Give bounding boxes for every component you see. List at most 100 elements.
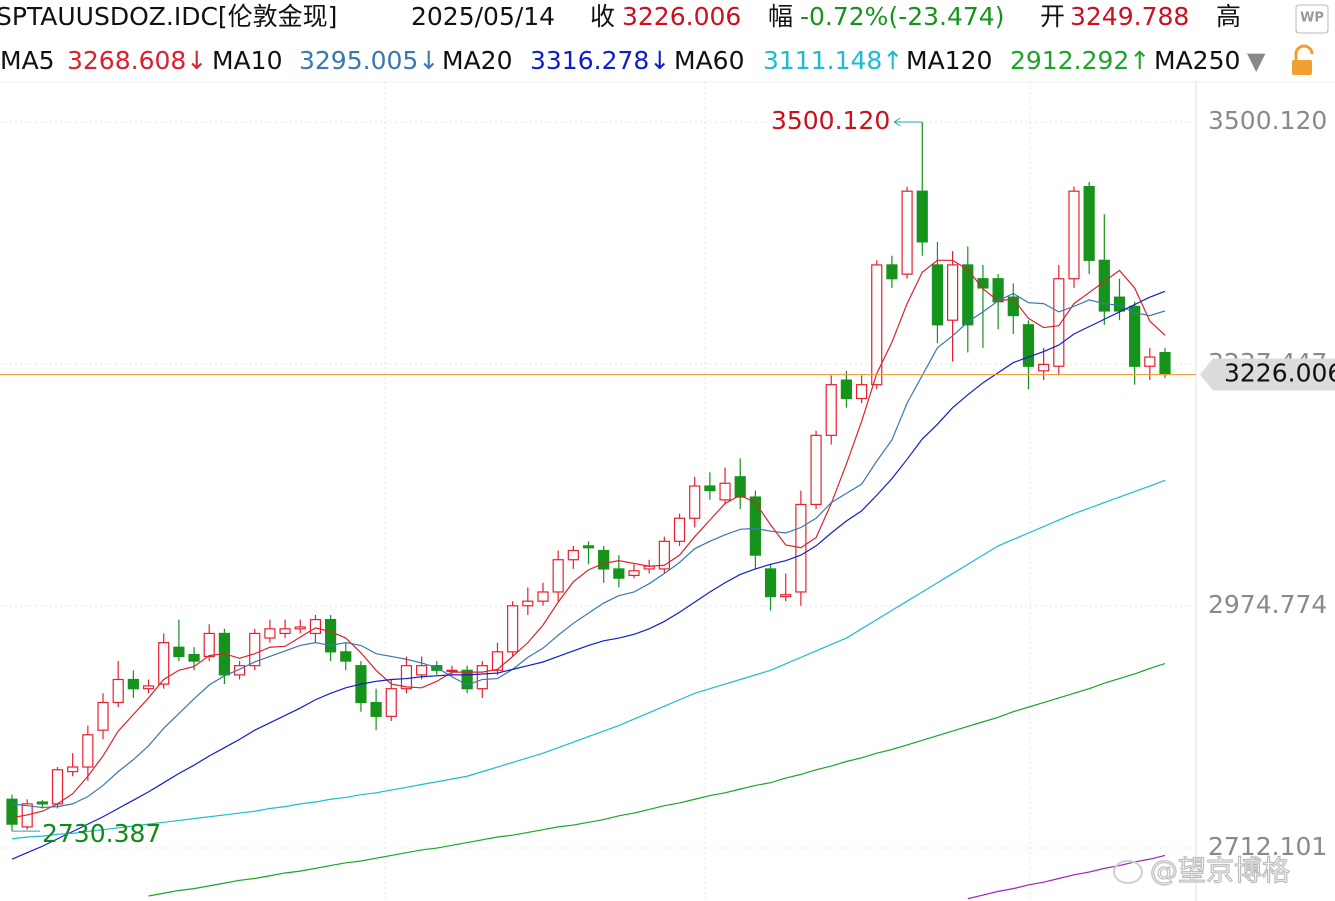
candle-body	[233, 665, 246, 676]
legend-value: 2912.292↑	[1010, 46, 1150, 75]
candle-body	[82, 734, 94, 768]
candle-body	[1113, 296, 1126, 312]
candle-body	[855, 384, 868, 400]
candle-body	[992, 278, 1004, 303]
legend-value: 3316.278↓	[530, 46, 670, 75]
watermark-group: @望京博格	[1113, 853, 1291, 888]
candle-body	[704, 485, 716, 492]
candle-body	[598, 549, 610, 570]
header-text: 2025/05/14	[411, 2, 555, 31]
candle-body	[385, 688, 397, 717]
header-text: -0.72%(-23.474)	[800, 2, 1004, 31]
candle-body	[173, 646, 185, 658]
candle-body	[461, 669, 473, 690]
candle-body	[1038, 363, 1050, 372]
candle-body	[628, 570, 640, 576]
candle-body	[324, 619, 337, 653]
candle-body	[491, 651, 504, 671]
candle-body	[97, 701, 109, 731]
candle-body	[249, 632, 261, 667]
candle-body	[947, 264, 959, 321]
candle-body	[36, 801, 48, 805]
candle-body	[1159, 352, 1171, 376]
header-text: 3226.006	[622, 2, 741, 31]
header-text: 收	[590, 2, 615, 31]
wp-icon: WP	[1295, 4, 1329, 34]
legend-value: 3268.608↓	[67, 46, 207, 75]
candle-body	[340, 651, 352, 662]
candle-body	[582, 545, 595, 549]
y-tick-label: 2974.774	[1208, 590, 1327, 619]
svg-text:WP: WP	[1300, 11, 1324, 26]
candle-body	[51, 769, 64, 805]
candle-body	[309, 619, 322, 635]
legend-name: MA20	[442, 46, 512, 75]
legend-name: MA120	[906, 46, 992, 75]
candle-body	[749, 496, 761, 556]
candle-body	[522, 600, 534, 607]
candle-body	[1068, 190, 1080, 280]
candle-body	[689, 485, 701, 519]
candle-body	[886, 264, 898, 280]
candle-body	[1007, 296, 1019, 317]
candle-body	[764, 568, 777, 598]
candle-body	[673, 517, 686, 542]
more-arrow: ▼	[1247, 47, 1266, 75]
price-box	[1200, 358, 1335, 391]
ma-line	[967, 854, 1166, 900]
header-text: 幅	[768, 2, 793, 31]
ma-line	[11, 292, 1166, 809]
header-text: 开	[1040, 2, 1065, 31]
candle-body	[416, 665, 428, 676]
candle-body	[552, 559, 564, 593]
y-tick-label: 2712.101	[1208, 832, 1327, 861]
y-tick-label: 3500.120	[1208, 106, 1327, 135]
max-label: 3500.120	[771, 106, 890, 135]
candle-body	[871, 264, 883, 386]
header: SPTAUUSDOZ.IDC[伦敦金现] 2025/05/14 收 3226.006 幅…	[0, 2, 1241, 75]
legend-name: MA10	[212, 46, 282, 75]
candle-body	[825, 384, 837, 436]
candle-body	[931, 264, 944, 326]
header-text: 3249.788	[1070, 2, 1189, 31]
candle-body	[294, 626, 306, 630]
candle-body	[1083, 186, 1095, 261]
candle-body	[507, 605, 519, 653]
header-text: SPTAUUSDOZ.IDC[伦敦金现]	[0, 2, 337, 31]
legend-value: 3111.148↑	[763, 46, 903, 75]
candle-body	[203, 632, 215, 658]
max-pointer	[893, 117, 923, 127]
ma-line	[11, 479, 1166, 840]
candle-body	[279, 628, 291, 635]
candle-body	[962, 264, 974, 326]
legend-name: MA5	[0, 46, 55, 75]
price-label: 3226.006	[1224, 359, 1335, 388]
lock-icon	[1292, 44, 1314, 75]
candle-body	[158, 642, 170, 685]
candle-body	[400, 665, 413, 690]
candle-body	[1053, 278, 1065, 367]
ma-line	[148, 662, 1166, 897]
min-label: 2730.387	[42, 819, 161, 848]
plot-area	[6, 122, 1171, 900]
candle-body	[188, 654, 200, 662]
candle-body	[901, 190, 913, 275]
candle-body	[6, 798, 18, 825]
candle-body	[127, 678, 139, 690]
candle-body	[1022, 324, 1035, 367]
candle-body	[719, 482, 731, 501]
candle-body	[613, 568, 625, 579]
candle-body	[112, 678, 124, 704]
header-text: 高	[1216, 2, 1241, 31]
candle-body	[840, 379, 853, 400]
candle-body	[567, 549, 579, 561]
candle-body	[977, 278, 989, 289]
candle-body	[264, 628, 276, 639]
candle-body	[916, 190, 928, 243]
candle-body	[780, 594, 792, 598]
candle-body	[446, 669, 458, 673]
legend-name: MA60	[674, 46, 744, 75]
